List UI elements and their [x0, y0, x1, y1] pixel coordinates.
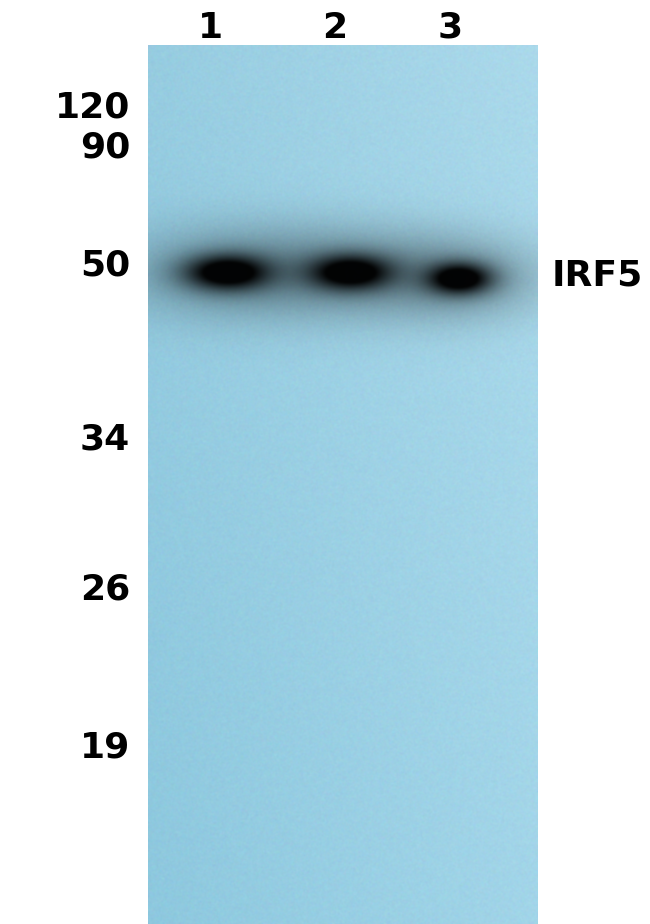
Text: 1: 1: [198, 11, 222, 45]
Text: 26: 26: [80, 573, 130, 607]
Text: 120: 120: [55, 91, 130, 125]
Text: 2: 2: [322, 11, 348, 45]
Text: 3: 3: [437, 11, 463, 45]
Text: 90: 90: [79, 131, 130, 165]
Text: 19: 19: [79, 731, 130, 765]
Text: 50: 50: [80, 248, 130, 282]
Text: 34: 34: [80, 423, 130, 457]
Text: IRF5: IRF5: [552, 258, 644, 292]
